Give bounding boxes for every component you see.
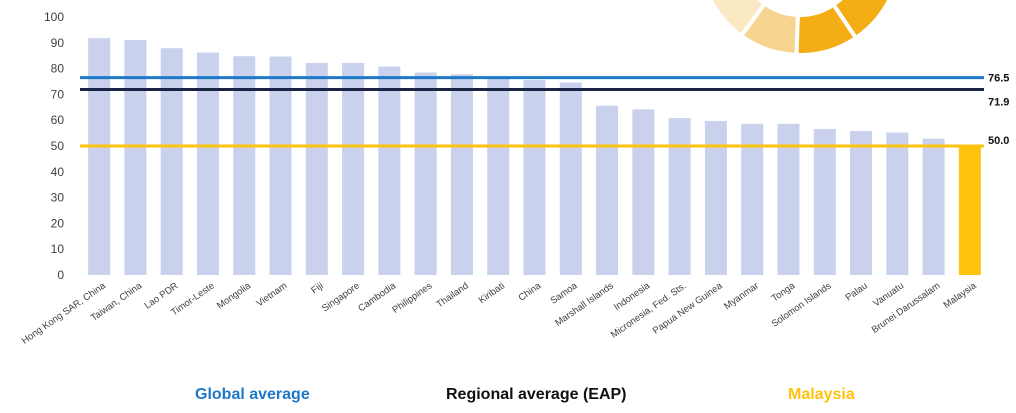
donut-decoration: [708, 0, 892, 58]
x-tick-label: Palau: [844, 280, 870, 303]
legend-regional-average: Regional average (EAP): [446, 386, 627, 403]
bar-samoa: [559, 82, 582, 275]
reference-line-value-label: 76.5: [988, 73, 1009, 85]
reference-line-value-label: 50.0: [988, 135, 1009, 147]
y-tick-label: 90: [51, 36, 65, 50]
bar-tonga: [777, 123, 800, 275]
x-tick-label: Tonga: [770, 280, 798, 304]
bar-vietnam: [269, 56, 292, 275]
x-tick-label: China: [517, 280, 544, 304]
bar-timor-leste: [196, 52, 219, 275]
y-tick-label: 10: [51, 242, 65, 256]
y-tick-label: 80: [51, 62, 65, 76]
bar-malaysia: [958, 146, 981, 275]
x-tick-label: Brunei Darussalam: [870, 280, 943, 335]
reference-lines: 76.5 71.9 50.0: [80, 73, 1009, 148]
x-tick-label: Philippines: [390, 280, 434, 316]
bar-palau: [850, 131, 873, 275]
x-tick-label: Vietnam: [255, 280, 290, 309]
bar-micronesia-fed-sts: [668, 118, 691, 275]
x-tick-label: Mongolia: [215, 280, 253, 312]
legend-global-average: Global average: [195, 386, 310, 403]
bar-lao-pdr: [160, 48, 183, 275]
y-tick-label: 0: [57, 268, 64, 282]
bar-mongolia: [233, 56, 256, 275]
bar-kiribati: [487, 78, 510, 276]
bar-philippines: [414, 72, 437, 275]
bar-cambodia: [378, 66, 401, 275]
bar-taiwan-china: [124, 39, 147, 275]
x-tick-label: Myanmar: [722, 280, 761, 312]
bars: [88, 38, 981, 276]
bar-papua-new-guinea: [704, 120, 727, 275]
y-tick-label: 100: [44, 10, 64, 24]
x-tick-label: Samoa: [549, 280, 581, 307]
bar-fiji: [305, 62, 328, 276]
reference-line-value-label: 71.9: [988, 96, 1009, 108]
legend-malaysia: Malaysia: [788, 386, 855, 403]
bar-solomon-islands: [813, 128, 836, 275]
bar-marshall-islands: [596, 105, 619, 275]
bar-indonesia: [632, 109, 655, 275]
x-tick-label: Papua New Guinea: [651, 280, 725, 337]
y-tick-label: 60: [51, 113, 65, 127]
x-tick-label: Singapore: [320, 280, 362, 314]
bar-singapore: [342, 62, 365, 276]
bar-thailand: [450, 74, 473, 275]
x-tick-label: Thailand: [434, 280, 470, 310]
bar-brunei-darussalam: [922, 138, 945, 275]
bar-hong-kong-sar-china: [88, 38, 111, 275]
x-tick-label: Malaysia: [942, 280, 980, 311]
bar-vanuatu: [886, 132, 909, 275]
y-tick-label: 20: [51, 216, 65, 230]
y-tick-label: 30: [51, 191, 65, 205]
y-tick-label: 70: [51, 87, 65, 101]
x-tick-label: Fiji: [309, 280, 325, 296]
donut-segment: [830, 0, 892, 41]
bar-myanmar: [741, 123, 764, 275]
y-tick-label: 40: [51, 165, 65, 179]
x-tick-label: Kiribati: [477, 280, 507, 306]
bar-china: [523, 79, 546, 276]
y-tick-label: 50: [51, 139, 65, 153]
y-axis: 0 10 20 30 40 50 60 70 80 90 100: [44, 10, 64, 282]
